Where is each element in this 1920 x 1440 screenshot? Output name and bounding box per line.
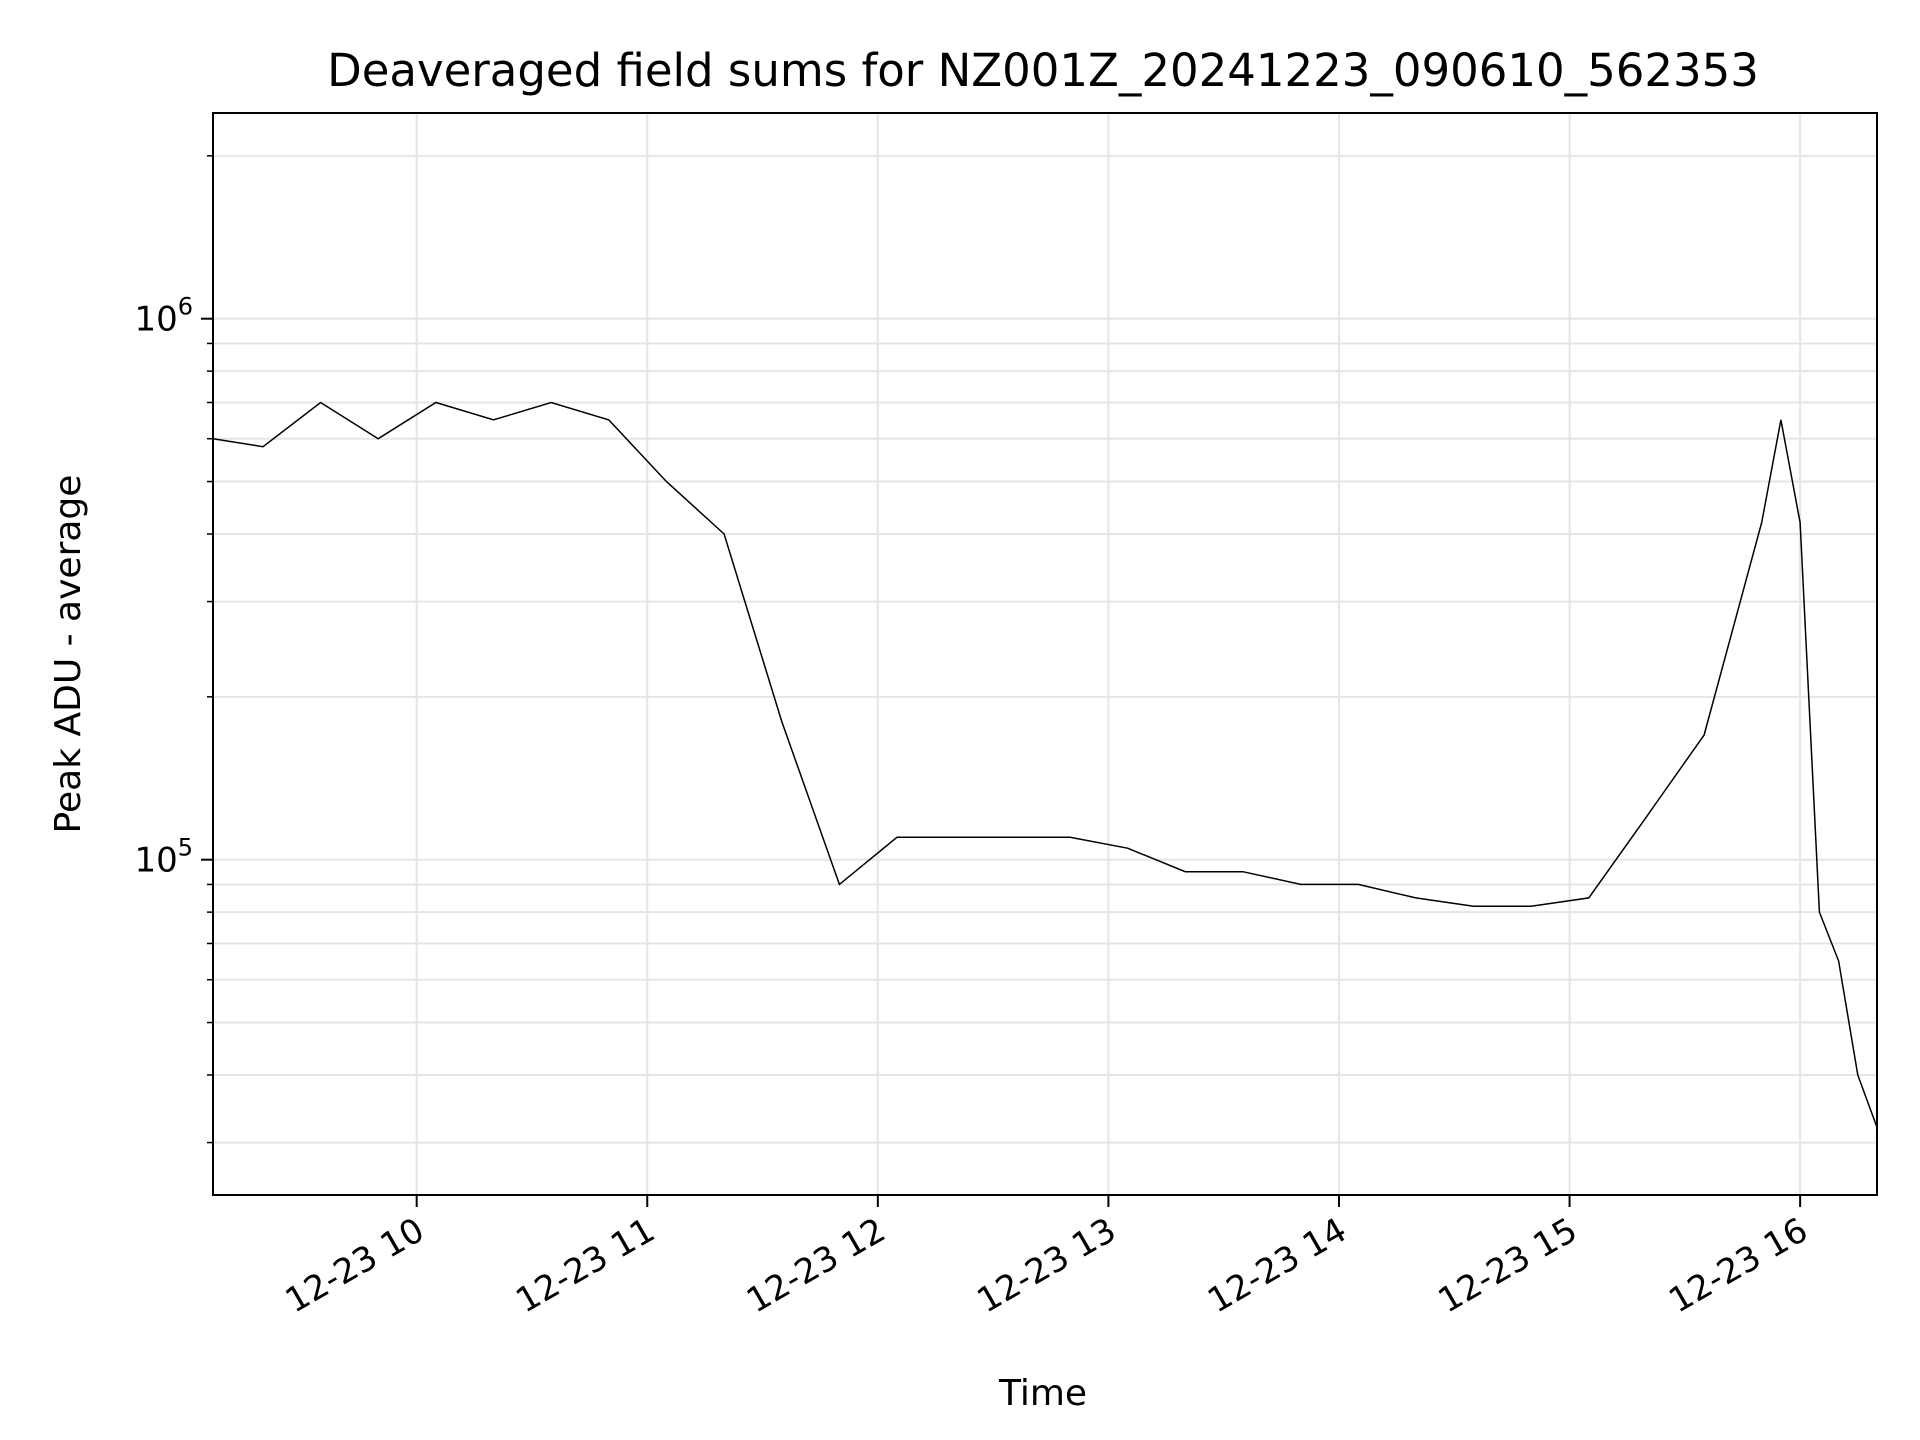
gridlines: [213, 113, 1877, 1195]
y-tick-label: 106: [134, 293, 193, 340]
y-tick-base: 10: [134, 841, 177, 881]
y-tick-label: 105: [134, 834, 193, 881]
chart-title: Deaveraged field sums for NZ001Z_2024122…: [327, 44, 1759, 97]
plot-frame: [212, 112, 1878, 1196]
y-tick-base: 10: [134, 300, 177, 340]
series-line: [212, 401, 1878, 1128]
y-tick-exponent: 5: [178, 834, 193, 862]
x-axis-label: Time: [998, 1373, 1087, 1414]
series-layer: [212, 401, 1878, 1128]
y-tick-exponent: 6: [178, 293, 193, 321]
y-axis-label: Peak ADU - average: [48, 475, 89, 834]
